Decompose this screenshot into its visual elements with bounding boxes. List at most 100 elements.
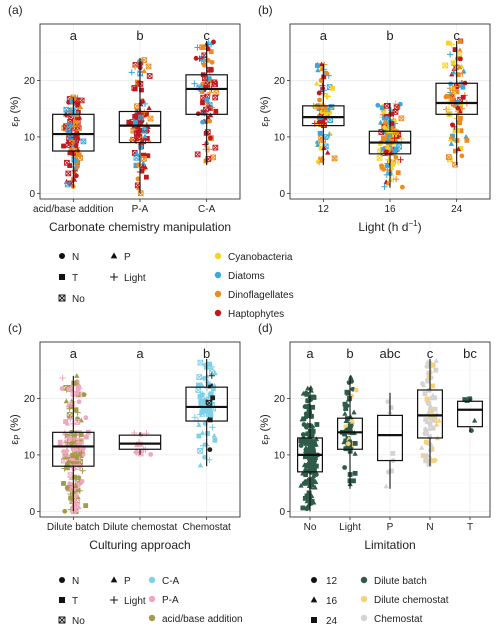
data-point	[137, 450, 144, 457]
data-point	[375, 102, 381, 108]
data-point	[202, 146, 210, 153]
data-point	[427, 420, 433, 426]
data-point	[208, 363, 216, 371]
y-axis-label: εP (%)	[9, 96, 22, 126]
data-point	[73, 173, 79, 179]
data-point	[385, 399, 391, 405]
data-point	[310, 404, 316, 410]
data-point	[197, 393, 204, 400]
legend-shape-icon	[59, 274, 65, 280]
data-point	[397, 156, 404, 163]
data-point	[72, 474, 78, 480]
box	[118, 110, 162, 144]
data-point	[195, 382, 201, 388]
data-point	[59, 386, 65, 391]
data-point	[311, 103, 319, 111]
significance-letter: b	[386, 28, 393, 43]
data-point	[458, 115, 463, 121]
data-point	[66, 122, 73, 129]
legend-shape-label: P	[124, 252, 131, 263]
data-point	[312, 442, 317, 447]
data-point	[197, 462, 204, 468]
data-point	[207, 361, 212, 367]
data-point	[347, 423, 353, 429]
data-point	[310, 394, 316, 400]
data-point	[457, 39, 463, 44]
data-point	[208, 372, 215, 379]
data-point	[327, 130, 333, 136]
data-point	[445, 106, 453, 113]
data-point	[65, 170, 72, 177]
data-point	[443, 94, 449, 100]
x-tick-label: Dilute chemostat	[103, 522, 178, 533]
significance-letter: abc	[380, 346, 401, 361]
x-tick-label: No	[304, 522, 317, 533]
legend-shape-label: 24	[326, 616, 338, 627]
data-point	[135, 124, 141, 130]
box	[52, 113, 95, 152]
data-point	[304, 498, 310, 504]
data-point	[209, 59, 215, 65]
data-point	[199, 381, 205, 387]
data-point	[212, 94, 219, 101]
data-point	[202, 75, 208, 82]
data-point	[320, 119, 326, 125]
data-point	[211, 79, 218, 86]
data-point	[393, 154, 399, 160]
significance-letter: c	[427, 346, 434, 361]
data-point	[423, 458, 428, 464]
data-point	[77, 104, 84, 110]
data-point	[200, 44, 206, 50]
data-point	[308, 464, 313, 469]
x-tick-label: 16	[384, 204, 396, 215]
data-point	[205, 416, 212, 422]
data-point	[83, 434, 89, 440]
data-point	[211, 432, 217, 438]
data-point	[471, 417, 478, 423]
data-point	[455, 72, 461, 78]
data-point	[75, 102, 81, 108]
data-point	[141, 68, 147, 74]
data-point	[314, 80, 320, 86]
data-point	[458, 128, 464, 134]
data-point	[73, 493, 79, 498]
box	[302, 105, 345, 127]
data-point	[452, 83, 459, 90]
data-point	[309, 426, 316, 431]
data-point	[342, 401, 348, 407]
x-axis-label: Limitation	[364, 538, 415, 552]
data-point	[432, 406, 438, 412]
data-point	[145, 153, 151, 159]
data-point	[310, 439, 315, 445]
legend-color-swatch	[360, 614, 368, 622]
data-point	[197, 359, 204, 366]
box	[417, 389, 444, 439]
data-point	[303, 411, 309, 417]
x-tick-label: C-A	[198, 204, 216, 215]
data-point	[312, 484, 318, 490]
data-point	[147, 115, 154, 122]
data-point	[141, 156, 147, 162]
data-point	[381, 183, 388, 190]
chart-panel: a b c 0 10 20 12 16 24 εP (%) Light (h d−1) (b)	[258, 3, 491, 234]
y-axis-label: εP (%)	[9, 414, 22, 444]
data-point	[450, 60, 456, 66]
data-point	[309, 432, 315, 438]
data-point	[73, 447, 79, 453]
data-point	[385, 123, 391, 129]
data-point	[315, 159, 321, 165]
data-point	[66, 405, 73, 412]
data-point	[455, 105, 461, 111]
data-point	[196, 433, 202, 439]
data-point	[455, 128, 460, 133]
data-point	[309, 423, 316, 429]
data-point	[342, 410, 348, 416]
data-point	[304, 391, 310, 397]
data-point	[72, 436, 78, 442]
legend-shape-label: 12	[326, 576, 338, 587]
data-point	[76, 487, 83, 494]
chart-panel: a b abc c bc 0 10 20 No Light P N TεP (%) Limitation (…	[258, 321, 491, 552]
data-point	[318, 157, 325, 163]
data-point	[383, 120, 388, 126]
data-point	[208, 49, 214, 55]
